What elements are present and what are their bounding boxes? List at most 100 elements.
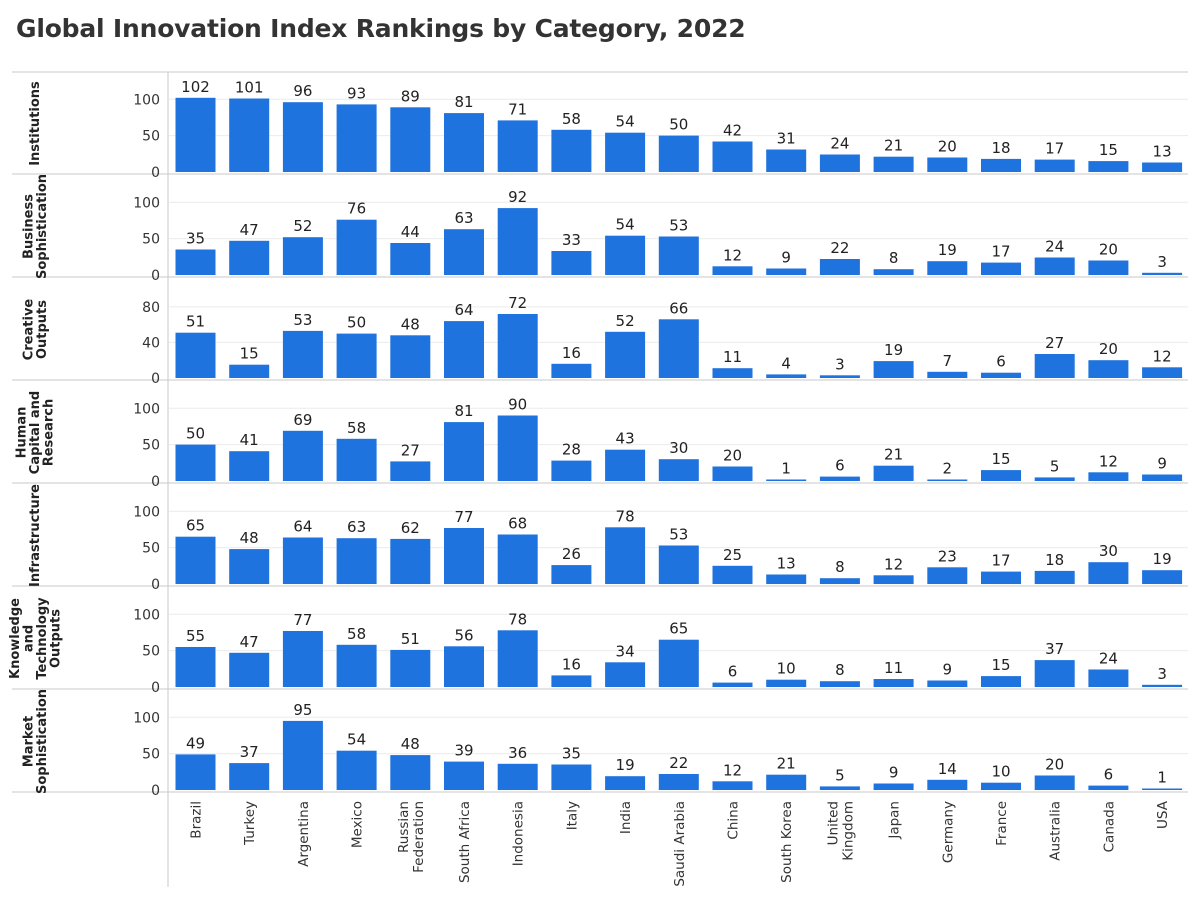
value-label-creative-outputs-mexico: 50	[347, 314, 366, 332]
bar-market-sophistication-japan	[873, 783, 914, 790]
bar-knowledge-and-technology-outputs-china	[712, 682, 753, 687]
bar-human-capital-and-research-france	[981, 470, 1021, 481]
bar-infrastructure-russian-federation	[390, 538, 431, 584]
value-label-creative-outputs-united-kingdom: 3	[835, 355, 845, 373]
value-label-business-sophistication-japan: 8	[889, 249, 899, 267]
bar-infrastructure-united-kingdom	[819, 578, 860, 584]
value-label-human-capital-and-research-usa: 9	[1157, 455, 1167, 473]
bar-market-sophistication-italy	[551, 764, 592, 790]
bar-human-capital-and-research-usa	[1142, 474, 1183, 481]
value-label-human-capital-and-research-australia: 5	[1050, 457, 1060, 475]
row-label-creative-outputs: Creative	[21, 299, 36, 361]
value-label-market-sophistication-saudi-arabia: 22	[669, 754, 688, 772]
bar-business-sophistication-france	[981, 262, 1021, 275]
bar-knowledge-and-technology-outputs-japan	[873, 679, 914, 687]
bar-business-sophistication-argentina	[282, 237, 323, 275]
bar-market-sophistication-mexico	[336, 750, 377, 790]
bar-market-sophistication-canada	[1088, 785, 1129, 790]
bar-infrastructure-argentina	[282, 537, 323, 584]
bar-business-sophistication-germany	[927, 261, 968, 275]
category-label-south-korea: South Korea	[779, 801, 795, 883]
value-label-institutions-south-africa: 81	[454, 93, 473, 111]
value-label-market-sophistication-mexico: 54	[347, 731, 366, 749]
row-label-business-sophistication: Business	[21, 194, 36, 259]
value-label-infrastructure-france: 17	[991, 552, 1010, 570]
bar-creative-outputs-argentina	[282, 330, 323, 378]
bar-market-sophistication-turkey	[229, 763, 270, 790]
y-tick-human-capital-and-research-0: 0	[151, 474, 160, 490]
value-label-business-sophistication-south-africa: 63	[454, 209, 473, 227]
value-label-market-sophistication-united-kingdom: 5	[835, 766, 845, 784]
value-label-business-sophistication-china: 12	[723, 246, 742, 264]
bar-infrastructure-turkey	[229, 549, 270, 584]
bar-infrastructure-canada	[1088, 562, 1129, 584]
y-tick-knowledge-and-technology-outputs-100: 100	[133, 607, 160, 623]
value-label-business-sophistication-italy: 33	[562, 231, 581, 249]
bar-market-sophistication-france	[981, 782, 1021, 790]
value-label-infrastructure-mexico: 63	[347, 518, 366, 536]
bar-human-capital-and-research-china	[712, 466, 753, 481]
value-label-institutions-argentina: 96	[293, 82, 312, 100]
y-tick-infrastructure-50: 50	[142, 541, 160, 557]
value-label-business-sophistication-united-kingdom: 22	[830, 239, 849, 257]
value-label-knowledge-and-technology-outputs-indonesia: 78	[508, 610, 527, 628]
bar-institutions-indonesia	[497, 120, 538, 172]
bar-creative-outputs-japan	[873, 361, 914, 378]
value-label-market-sophistication-canada: 6	[1104, 766, 1114, 784]
value-label-business-sophistication-south-korea: 9	[781, 249, 791, 267]
value-label-institutions-japan: 21	[884, 137, 903, 155]
bar-institutions-saudi-arabia	[658, 135, 699, 172]
bar-creative-outputs-united-kingdom	[819, 375, 860, 378]
value-label-infrastructure-south-africa: 77	[454, 508, 473, 526]
bar-creative-outputs-france	[981, 372, 1021, 378]
value-label-creative-outputs-indonesia: 72	[508, 294, 527, 312]
value-label-knowledge-and-technology-outputs-brazil: 55	[186, 627, 205, 645]
bar-market-sophistication-india	[605, 776, 646, 790]
value-label-infrastructure-china: 25	[723, 546, 742, 564]
value-label-institutions-saudi-arabia: 50	[669, 116, 688, 134]
value-label-knowledge-and-technology-outputs-italy: 16	[562, 655, 581, 673]
row-label-knowledge-and-technology-outputs: Knowledge	[8, 598, 23, 679]
value-label-business-sophistication-mexico: 76	[347, 200, 366, 218]
bar-market-sophistication-south-korea	[766, 774, 807, 790]
value-label-institutions-usa: 13	[1153, 143, 1172, 161]
value-label-market-sophistication-germany: 14	[938, 760, 957, 778]
y-tick-creative-outputs-40: 40	[142, 335, 160, 351]
category-label-mexico: Mexico	[350, 801, 366, 848]
bar-creative-outputs-brazil	[175, 332, 216, 378]
value-label-creative-outputs-usa: 12	[1153, 347, 1172, 365]
value-label-infrastructure-argentina: 64	[293, 518, 312, 536]
y-tick-creative-outputs-0: 0	[151, 371, 160, 387]
bar-knowledge-and-technology-outputs-argentina	[282, 631, 323, 687]
value-label-business-sophistication-argentina: 52	[293, 217, 312, 235]
bar-business-sophistication-indonesia	[497, 208, 538, 275]
value-label-creative-outputs-india: 52	[616, 312, 635, 330]
value-label-infrastructure-brazil: 65	[186, 517, 205, 535]
value-label-knowledge-and-technology-outputs-south-korea: 10	[777, 660, 796, 678]
value-label-institutions-russian-federation: 89	[401, 87, 420, 105]
value-label-creative-outputs-south-korea: 4	[781, 354, 791, 372]
value-label-market-sophistication-usa: 1	[1157, 769, 1167, 787]
category-label-south-africa: South Africa	[457, 801, 473, 883]
category-label-canada: Canada	[1101, 801, 1117, 852]
bar-creative-outputs-australia	[1034, 354, 1075, 378]
category-label-italy: Italy	[564, 801, 580, 830]
value-label-knowledge-and-technology-outputs-russian-federation: 51	[401, 630, 420, 648]
bar-creative-outputs-usa	[1142, 367, 1183, 378]
bar-human-capital-and-research-south-korea	[766, 479, 807, 481]
bar-market-sophistication-australia	[1034, 775, 1075, 790]
value-label-human-capital-and-research-saudi-arabia: 30	[669, 439, 688, 457]
bar-institutions-china	[712, 141, 753, 172]
value-label-institutions-france: 18	[991, 139, 1010, 157]
bar-human-capital-and-research-indonesia	[497, 415, 538, 481]
value-label-human-capital-and-research-indonesia: 90	[508, 396, 527, 414]
y-tick-business-sophistication-0: 0	[151, 268, 160, 284]
value-label-human-capital-and-research-south-korea: 1	[781, 460, 791, 478]
bar-knowledge-and-technology-outputs-turkey	[229, 652, 270, 687]
value-label-business-sophistication-brazil: 35	[186, 230, 205, 248]
value-label-knowledge-and-technology-outputs-germany: 9	[943, 661, 953, 679]
value-label-knowledge-and-technology-outputs-turkey: 47	[240, 633, 259, 651]
bar-business-sophistication-south-africa	[444, 229, 484, 275]
bar-infrastructure-south-africa	[444, 528, 484, 584]
